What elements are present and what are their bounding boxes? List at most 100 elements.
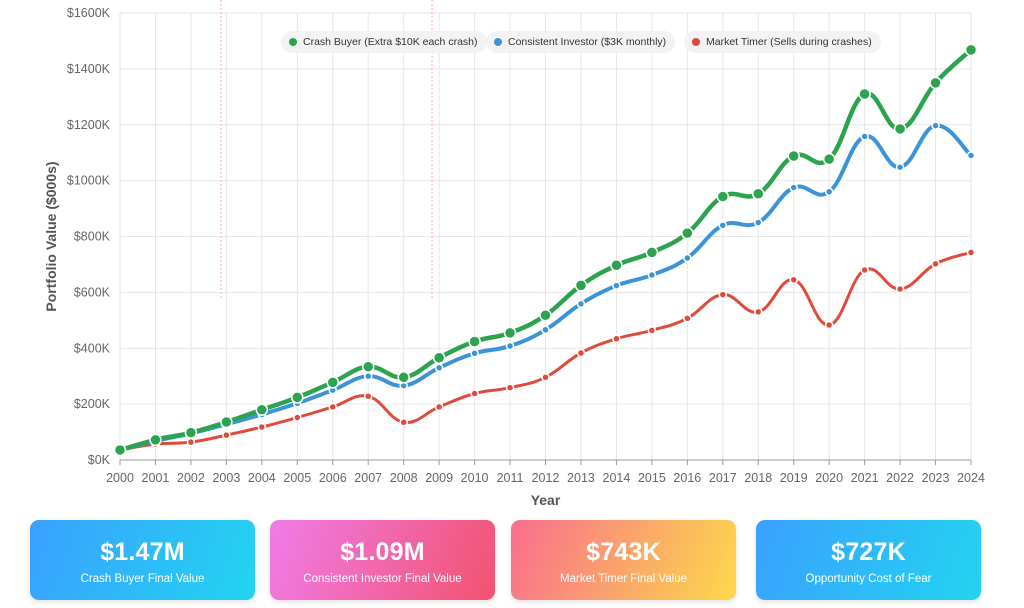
legend-label: Market Timer (Sells during crashes) bbox=[706, 36, 872, 48]
x-tick-label: 2016 bbox=[673, 471, 701, 485]
data-point bbox=[716, 190, 730, 203]
x-tick-label: 2017 bbox=[709, 471, 737, 485]
data-point bbox=[683, 253, 692, 263]
data-point bbox=[361, 360, 375, 373]
data-point bbox=[293, 413, 302, 422]
x-tick-label: 2014 bbox=[603, 471, 631, 485]
data-point bbox=[647, 326, 657, 335]
legend-swatch bbox=[494, 38, 502, 46]
data-point bbox=[893, 122, 907, 136]
data-point bbox=[113, 443, 127, 457]
data-point bbox=[858, 87, 871, 101]
data-point bbox=[612, 281, 621, 290]
data-point bbox=[754, 218, 763, 227]
card-value: $1.47M bbox=[100, 538, 185, 566]
x-tick-label: 2020 bbox=[815, 471, 843, 485]
data-point bbox=[681, 226, 694, 240]
data-point bbox=[789, 183, 798, 192]
x-tick-label: 2023 bbox=[922, 471, 950, 485]
series-0 bbox=[113, 43, 978, 457]
data-point bbox=[966, 151, 976, 160]
data-point bbox=[860, 132, 869, 141]
x-tick-label: 2022 bbox=[886, 471, 914, 485]
series-2 bbox=[115, 248, 976, 455]
card-value: $727K bbox=[831, 538, 906, 566]
opportunity-cost-card: $727K Opportunity Cost of Fear bbox=[756, 520, 981, 600]
x-tick-label: 2008 bbox=[390, 471, 418, 485]
y-tick-label: $600K bbox=[74, 285, 111, 299]
data-point bbox=[541, 373, 550, 382]
data-point bbox=[822, 152, 836, 166]
data-point bbox=[505, 341, 515, 351]
x-tick-label: 2012 bbox=[532, 471, 560, 485]
x-tick-label: 2002 bbox=[177, 471, 205, 485]
data-point bbox=[186, 437, 196, 447]
data-point bbox=[470, 389, 479, 398]
data-point bbox=[931, 259, 940, 269]
card-label: Opportunity Cost of Fear bbox=[805, 573, 932, 585]
data-point bbox=[860, 265, 869, 275]
y-tick-label: $1600K bbox=[67, 6, 111, 20]
x-tick-label: 2015 bbox=[638, 471, 666, 485]
data-point bbox=[576, 348, 586, 358]
data-point bbox=[434, 402, 444, 412]
data-point bbox=[539, 309, 552, 322]
y-tick-label: $200K bbox=[74, 397, 111, 411]
data-point bbox=[468, 335, 481, 348]
x-tick-label: 2003 bbox=[212, 471, 240, 485]
legend-label: Crash Buyer (Extra $10K each crash) bbox=[303, 36, 478, 48]
data-point bbox=[645, 246, 659, 259]
data-point bbox=[326, 376, 339, 389]
market-timer-card: $743K Market Timer Final Value bbox=[511, 520, 736, 600]
crash-buyer-card: $1.47M Crash Buyer Final Value bbox=[30, 520, 255, 600]
x-tick-label: 2013 bbox=[567, 471, 595, 485]
x-tick-label: 2000 bbox=[106, 471, 134, 485]
y-tick-label: $800K bbox=[74, 230, 111, 244]
x-tick-label: 2010 bbox=[461, 471, 489, 485]
card-value: $743K bbox=[586, 538, 661, 566]
y-tick-label: $0K bbox=[88, 453, 111, 467]
data-point bbox=[184, 426, 198, 439]
data-point bbox=[149, 433, 162, 447]
data-point bbox=[399, 418, 408, 427]
data-point bbox=[718, 221, 728, 230]
data-point bbox=[895, 284, 905, 294]
consistent-investor-card: $1.09M Consistent Investor Final Value bbox=[270, 520, 495, 600]
data-point bbox=[220, 415, 233, 429]
data-point bbox=[291, 391, 304, 404]
data-point bbox=[328, 402, 337, 412]
data-point bbox=[574, 279, 588, 292]
data-point bbox=[752, 187, 765, 201]
legend-swatch bbox=[692, 38, 700, 46]
data-point bbox=[612, 334, 621, 344]
x-tick-label: 2024 bbox=[957, 471, 985, 485]
data-point bbox=[647, 270, 657, 280]
data-point bbox=[363, 371, 373, 381]
card-label: Consistent Investor Final Value bbox=[303, 573, 462, 585]
data-point bbox=[931, 121, 940, 130]
portfolio-line-chart: $0K $200K $400K $600K $800K $1000K $1200K $1400… bbox=[43, 0, 985, 508]
data-point bbox=[222, 430, 231, 440]
data-point bbox=[576, 299, 586, 309]
data-point bbox=[610, 259, 623, 272]
legend-label: Consistent Investor ($3K monthly) bbox=[508, 36, 667, 48]
legend-item[interactable]: Consistent Investor ($3K monthly) bbox=[486, 31, 676, 53]
data-point bbox=[432, 351, 446, 364]
x-tick-label: 2009 bbox=[425, 471, 453, 485]
x-tick-label: 2021 bbox=[851, 471, 879, 485]
card-label: Crash Buyer Final Value bbox=[80, 573, 205, 585]
data-point bbox=[470, 349, 479, 358]
y-tick-label: $400K bbox=[74, 341, 111, 355]
y-tick-label: $1400K bbox=[67, 62, 111, 76]
legend-item[interactable]: Market Timer (Sells during crashes) bbox=[684, 31, 881, 53]
data-point bbox=[929, 76, 942, 90]
y-tick-label: $1200K bbox=[67, 118, 111, 132]
legend-item[interactable]: Crash Buyer (Extra $10K each crash) bbox=[281, 31, 487, 53]
data-point bbox=[895, 162, 905, 172]
data-point bbox=[789, 275, 798, 285]
x-tick-label: 2004 bbox=[248, 471, 276, 485]
data-point bbox=[964, 43, 978, 57]
data-point bbox=[255, 403, 269, 416]
x-tick-label: 2011 bbox=[497, 471, 524, 485]
x-tick-label: 2019 bbox=[780, 471, 808, 485]
